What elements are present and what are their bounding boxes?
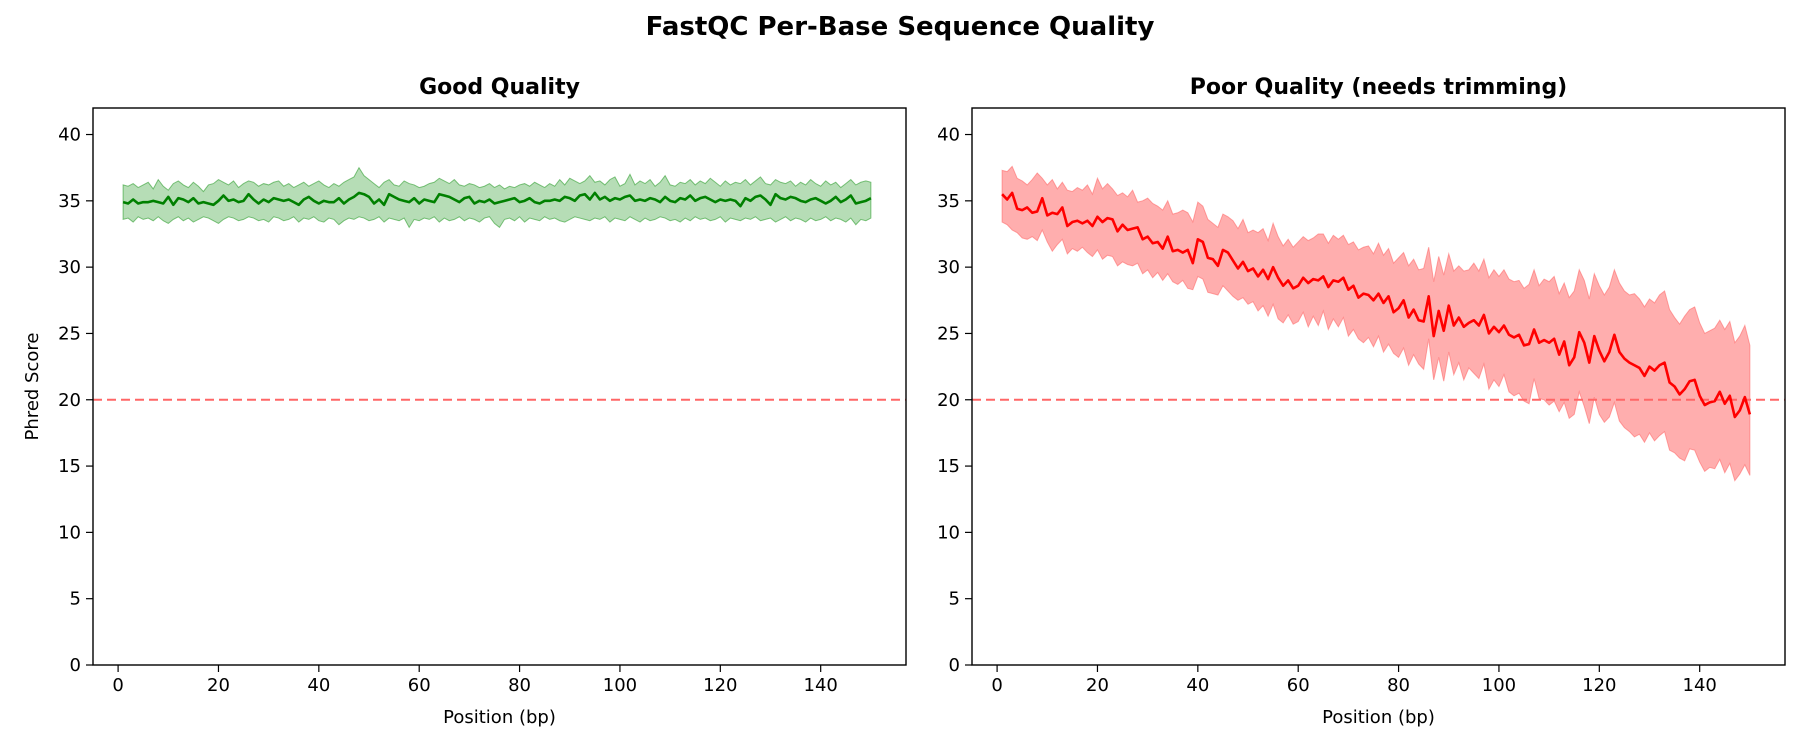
good-y-tick-label: 15 [58,456,81,477]
good-axes-frame [92,107,907,666]
poor-x-tick-label: 20 [1086,675,1109,696]
poor-y-tick-label: 5 [949,589,960,610]
poor-quality-band [1001,165,1751,482]
good-y-tick-label: 35 [58,191,81,212]
poor-y-tick-label: 20 [937,390,960,411]
good-y-tick-label: 25 [58,323,81,344]
good-y-tick-label: 5 [70,589,81,610]
poor-mean-line [1001,191,1752,419]
poor-x-tick-label: 100 [1482,675,1516,696]
good-mean-line [122,191,872,208]
good-x-tick-label: 0 [112,675,123,696]
good-x-tick-label: 120 [703,675,737,696]
good-y-axis-label: Phred Score [22,333,43,441]
good-x-tick-label: 20 [207,675,230,696]
poor-axes-frame [971,107,1786,666]
figure-title: FastQC Per-Base Sequence Quality [646,12,1155,42]
good-quality-band [122,166,872,229]
good-x-tick-label: 100 [603,675,637,696]
good-quality-panel: 0 20 40 60 80 100 120 140 0 5 10 15 20 25 30 35 40 Good Q… [22,75,907,728]
good-y-tick-label: 40 [58,125,81,146]
good-chart-title: Good Quality [419,75,580,100]
good-y-tick-label: 30 [58,257,81,278]
poor-y-tick-label: 10 [937,522,960,543]
good-x-tick-label: 80 [508,675,531,696]
good-plot-area [93,166,906,401]
poor-plot-area [972,165,1785,482]
poor-chart-title: Poor Quality (needs trimming) [1190,75,1568,100]
good-x-tick-label: 40 [307,675,330,696]
poor-y-tick-label: 30 [937,257,960,278]
poor-y-tick-label: 0 [949,655,960,676]
good-y-tick-label: 20 [58,390,81,411]
poor-quality-panel: 0 20 40 60 80 100 120 140 0 5 10 15 20 25 30 35 40 Poor Q… [937,75,1786,728]
poor-y-tick-label: 25 [937,323,960,344]
poor-x-tick-label: 140 [1683,675,1717,696]
poor-x-tick-label: 120 [1582,675,1616,696]
good-x-tick-label: 140 [804,675,838,696]
poor-x-tick-label: 60 [1287,675,1310,696]
poor-x-tick-label: 0 [991,675,1002,696]
poor-y-tick-label: 35 [937,191,960,212]
good-x-tick-label: 60 [408,675,431,696]
poor-y-tick-label: 40 [937,125,960,146]
poor-x-tick-label: 80 [1387,675,1410,696]
good-y-tick-label: 0 [70,655,81,676]
poor-y-tick-label: 15 [937,456,960,477]
good-y-tick-label: 10 [58,522,81,543]
poor-x-axis-label: Position (bp) [1322,707,1435,728]
poor-x-tick-label: 40 [1186,675,1209,696]
good-x-axis-label: Position (bp) [443,707,556,728]
